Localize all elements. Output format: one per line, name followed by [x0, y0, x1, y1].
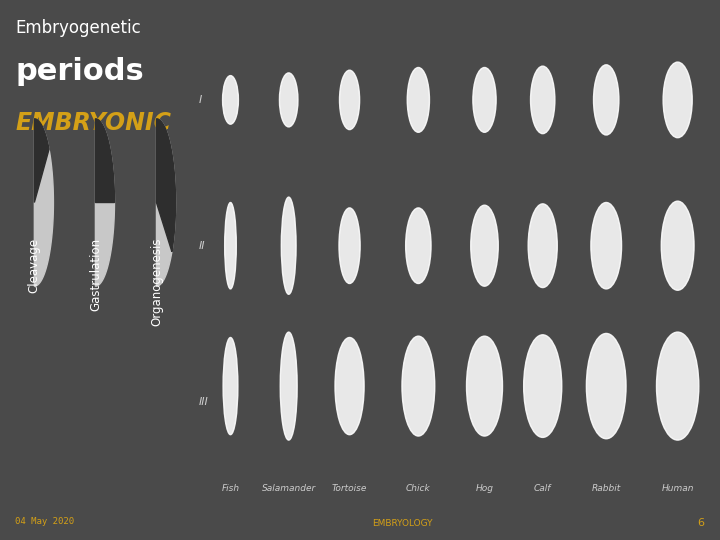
Ellipse shape: [531, 66, 555, 134]
Ellipse shape: [279, 73, 298, 127]
Ellipse shape: [523, 335, 562, 437]
Ellipse shape: [471, 205, 498, 286]
Text: 04 May 2020: 04 May 2020: [15, 517, 74, 526]
Text: 6: 6: [697, 518, 704, 528]
Ellipse shape: [408, 68, 429, 132]
Text: III: III: [199, 397, 209, 407]
Text: Organogenesis: Organogenesis: [150, 238, 163, 326]
Ellipse shape: [335, 338, 364, 435]
Polygon shape: [35, 119, 53, 286]
Text: EMBRYONIC: EMBRYONIC: [15, 111, 171, 134]
Text: Calf: Calf: [534, 484, 552, 493]
Text: Tortoise: Tortoise: [332, 484, 367, 493]
Ellipse shape: [402, 336, 435, 436]
Text: II: II: [199, 241, 205, 251]
Text: Cleavage: Cleavage: [28, 238, 41, 293]
Ellipse shape: [591, 202, 621, 289]
Ellipse shape: [222, 76, 238, 124]
Ellipse shape: [657, 332, 699, 440]
Ellipse shape: [593, 65, 619, 135]
Ellipse shape: [280, 332, 297, 440]
Text: Embryogenetic: Embryogenetic: [15, 19, 141, 37]
Text: Salamander: Salamander: [261, 484, 316, 493]
Polygon shape: [95, 119, 114, 202]
Text: Hog: Hog: [475, 484, 493, 493]
Text: Gastrulation: Gastrulation: [89, 238, 102, 310]
Polygon shape: [95, 119, 114, 286]
Ellipse shape: [225, 202, 236, 289]
Polygon shape: [156, 119, 176, 286]
Ellipse shape: [467, 336, 503, 436]
Ellipse shape: [340, 70, 359, 130]
Polygon shape: [156, 119, 176, 252]
Ellipse shape: [223, 338, 238, 435]
Ellipse shape: [339, 208, 360, 284]
Text: EMBRYOLOGY: EMBRYOLOGY: [372, 519, 433, 528]
Ellipse shape: [661, 201, 694, 291]
Text: Fish: Fish: [222, 484, 240, 493]
Ellipse shape: [282, 197, 296, 294]
Text: periods: periods: [15, 57, 144, 86]
Text: Chick: Chick: [406, 484, 431, 493]
Ellipse shape: [473, 68, 496, 132]
Ellipse shape: [663, 62, 692, 138]
Text: I: I: [199, 95, 202, 105]
Ellipse shape: [586, 333, 626, 438]
Ellipse shape: [528, 204, 557, 287]
Polygon shape: [35, 119, 49, 202]
Text: Rabbit: Rabbit: [592, 484, 621, 493]
Text: Human: Human: [662, 484, 694, 493]
Ellipse shape: [405, 208, 431, 284]
